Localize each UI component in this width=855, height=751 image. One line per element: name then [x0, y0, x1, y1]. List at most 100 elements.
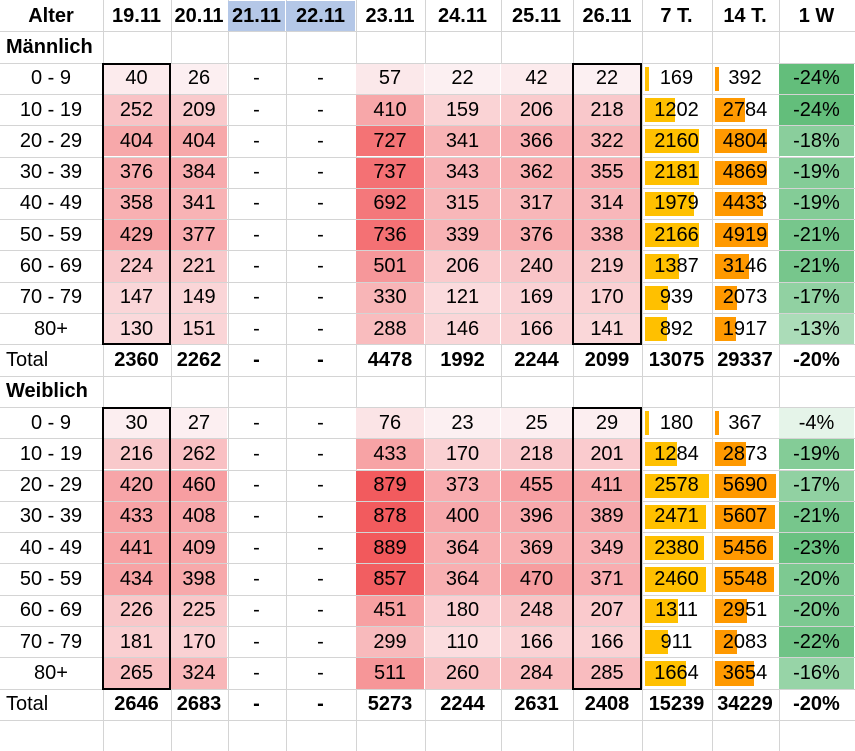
table-cell: - — [317, 161, 324, 184]
table-cell: 57 — [356, 63, 424, 94]
total-label: Total — [6, 348, 49, 371]
bar-7t — [645, 254, 680, 279]
table-cell: 366 — [501, 126, 572, 157]
table-cell: 364 — [425, 533, 500, 564]
table-cell: 27 — [171, 407, 227, 439]
sum-14t-value: 2083 — [722, 630, 768, 653]
table-cell: 170 — [573, 282, 641, 313]
table-cell: - — [253, 568, 260, 591]
table-cell: -18% — [779, 126, 854, 157]
age-group-label: 20 - 29 — [19, 129, 83, 152]
table-cell: 455 — [501, 470, 572, 501]
column-gridline — [642, 0, 643, 751]
table-cell: 434 — [103, 564, 170, 595]
sum-7t-value: 1202 — [654, 98, 699, 121]
total-cell: 5273 — [367, 693, 413, 716]
table-cell: 130 — [103, 314, 170, 345]
table-cell: 410 — [356, 94, 424, 126]
table-cell: 29 — [573, 407, 641, 439]
table-cell: 341 — [425, 126, 500, 157]
table-cell: 110 — [425, 627, 500, 658]
table-cell: 285 — [573, 658, 641, 689]
table-cell: 23 — [425, 407, 500, 439]
column-gridline — [171, 0, 172, 751]
table-cell: - — [317, 223, 324, 246]
table-cell: 159 — [425, 94, 500, 126]
table-cell: 166 — [501, 314, 572, 345]
bar-7t — [645, 66, 650, 91]
bar-7t — [645, 536, 705, 561]
total-cell: 13075 — [648, 348, 705, 371]
table-cell: 338 — [573, 220, 641, 251]
table-cell: 339 — [425, 220, 500, 251]
bar-14t — [715, 129, 767, 154]
table-cell: 404 — [171, 126, 227, 157]
sum-7t-value: 169 — [659, 67, 694, 90]
table-cell: 218 — [501, 439, 572, 470]
table-cell: 460 — [171, 470, 227, 501]
sum-14t-value: 4869 — [722, 161, 768, 184]
sum-7t-value: 1311 — [654, 599, 698, 622]
table-cell: 226 — [103, 595, 170, 626]
age-group-label: 40 - 49 — [19, 192, 83, 215]
table-cell: - — [253, 411, 260, 434]
bar-14t — [715, 504, 776, 530]
table-cell: - — [317, 630, 324, 653]
total-cell: 2244 — [440, 693, 485, 716]
table-cell: 511 — [356, 658, 424, 689]
table-cell: 857 — [356, 564, 424, 595]
bar-14t — [715, 630, 738, 655]
column-gridline — [501, 0, 502, 751]
row-gridline — [0, 563, 855, 564]
bar-7t — [645, 191, 695, 217]
table-cell: 149 — [171, 282, 227, 313]
column-header: 1 W — [798, 4, 835, 27]
table-cell: 151 — [171, 314, 227, 345]
table-cell: -21% — [779, 220, 854, 251]
total-cell: 2631 — [514, 693, 559, 716]
row-gridline — [0, 313, 855, 314]
table-cell: -17% — [779, 282, 854, 313]
table-cell: 470 — [501, 564, 572, 595]
table-cell: 221 — [171, 251, 227, 282]
table-cell: 219 — [573, 251, 641, 282]
table-cell: 433 — [103, 501, 170, 533]
row-gridline — [0, 532, 855, 533]
table-cell: 322 — [573, 126, 641, 157]
age-group-label: 10 - 19 — [19, 98, 83, 121]
table-cell: -21% — [779, 251, 854, 282]
table-cell: 879 — [356, 470, 424, 501]
age-group-label: 10 - 19 — [19, 442, 83, 465]
bar-7t — [645, 630, 668, 655]
sum-7t-value: 2166 — [654, 223, 699, 246]
sum-14t-value: 3654 — [722, 661, 768, 684]
table-cell: - — [317, 192, 324, 215]
table-cell: 218 — [573, 94, 641, 126]
table-cell: 429 — [103, 220, 170, 251]
table-cell: 166 — [501, 627, 572, 658]
table-cell: - — [253, 442, 260, 465]
table-cell: 225 — [171, 595, 227, 626]
table-cell: 451 — [356, 595, 424, 626]
sum-14t-value: 5456 — [722, 536, 768, 559]
sum-14t-value: 2073 — [722, 286, 768, 309]
column-header: 24.11 — [438, 4, 487, 27]
sum-14t-value: 5548 — [722, 568, 768, 591]
table-cell: - — [317, 255, 324, 278]
table-cell: - — [253, 630, 260, 653]
column-header: 26.11 — [582, 4, 632, 27]
table-cell: - — [317, 474, 324, 497]
sum-14t-value: 4919 — [722, 223, 768, 246]
table-cell: - — [253, 536, 260, 559]
bar-7t — [645, 160, 700, 185]
sum-7t-value: 2471 — [654, 505, 699, 528]
total-cell: 2683 — [176, 693, 222, 716]
sum-7t-value: 2160 — [654, 129, 699, 152]
sum-7t-value: 2460 — [654, 568, 699, 591]
table-cell: 180 — [425, 595, 500, 626]
table-cell: 25 — [501, 407, 572, 439]
column-header: 22.11 — [286, 1, 355, 32]
table-cell: 889 — [356, 533, 424, 564]
row-gridline — [0, 250, 855, 251]
table-cell: 411 — [573, 470, 641, 501]
